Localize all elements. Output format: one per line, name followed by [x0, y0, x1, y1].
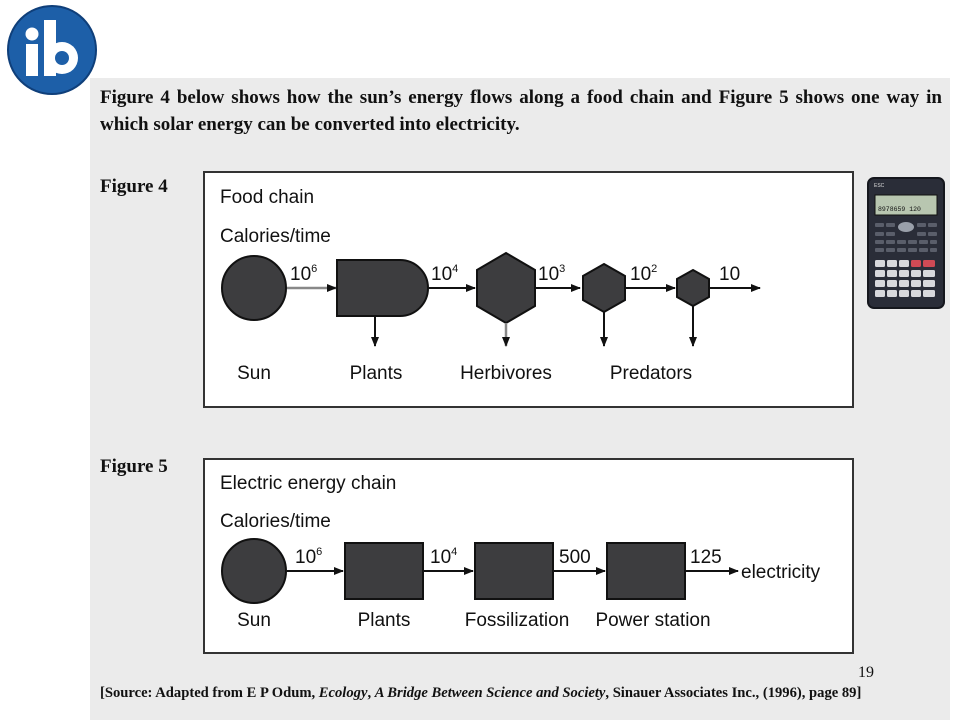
fig4-node-label-predators: Predators — [610, 363, 692, 384]
fig5-sun-shape — [221, 538, 287, 604]
fig4-flow-label: 106 — [290, 263, 317, 285]
calculator-display — [874, 194, 938, 216]
fig4-flow-label: 102 — [630, 263, 657, 285]
fig5-fossilization-shape — [474, 542, 554, 600]
source-citation: [Source: Adapted from E P Odum, Ecology,… — [100, 685, 862, 701]
fig5-power-station-shape — [606, 542, 686, 600]
ib-logo — [0, 0, 102, 100]
figure-5-label: Figure 5 — [100, 456, 168, 477]
fig5-plants-shape — [344, 542, 424, 600]
figure-5-subtitle: Calories/time — [220, 511, 331, 532]
fig5-output-label: electricity — [741, 562, 821, 583]
fig5-node-label-fossilization: Fossilization — [465, 610, 570, 631]
fig4-flow-label: 104 — [431, 263, 458, 285]
fig4-node-label-sun: Sun — [237, 363, 271, 384]
fig5-node-label-power-station: Power station — [595, 610, 710, 631]
fig5-flow-label: 104 — [430, 546, 457, 568]
calculator-display-text: 8978659 120 — [878, 206, 921, 213]
fig5-flow-label: 500 — [559, 547, 591, 568]
calculator-brand: ESC — [874, 183, 885, 189]
fig5-node-label-plants: Plants — [358, 610, 411, 631]
fig4-node-label-plants: Plants — [350, 363, 403, 384]
intro-text: Figure 4 below shows how the sun’s energ… — [100, 87, 942, 135]
figure-5-title: Electric energy chain — [220, 473, 396, 494]
fig4-sun-shape — [221, 255, 287, 321]
fig4-plants-shape — [336, 259, 429, 317]
figure-4-subtitle: Calories/time — [220, 226, 331, 247]
fig4-node-label-herbivores: Herbivores — [460, 363, 552, 384]
fig4-flow-label: 10 — [719, 264, 740, 285]
figure-4-label: Figure 4 — [100, 176, 168, 197]
fig5-node-label-sun: Sun — [237, 610, 271, 631]
page-number: 19 — [858, 664, 874, 681]
figure-4-title: Food chain — [220, 187, 314, 208]
fig5-flow-label: 125 — [690, 547, 722, 568]
fig4-flow-label: 103 — [538, 263, 565, 285]
calculator-image: ESC 8978659 120 — [867, 177, 945, 309]
fig5-flow-label: 106 — [295, 546, 322, 568]
